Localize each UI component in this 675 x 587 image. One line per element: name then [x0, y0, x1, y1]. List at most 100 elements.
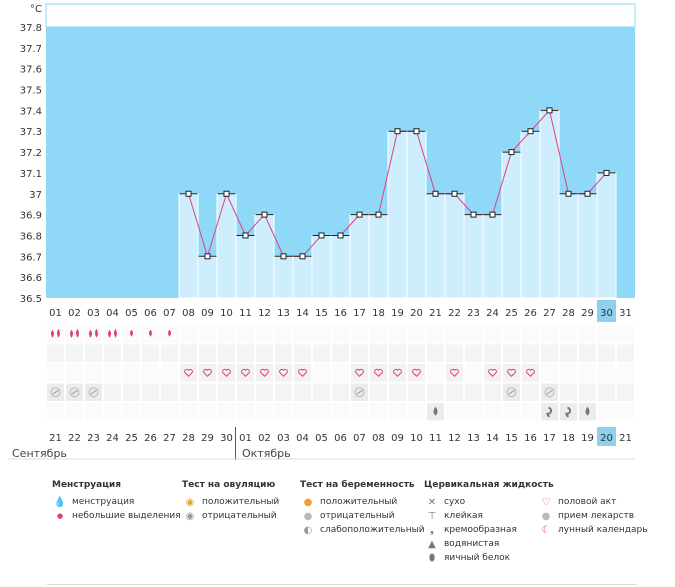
grid-cell [331, 402, 350, 422]
legend-label: яичный белок [444, 553, 511, 563]
grid-cell [331, 382, 350, 402]
heart-cell [503, 364, 520, 382]
creamy-icon [546, 406, 553, 418]
grid-cell [388, 402, 407, 422]
cycle-day-label: 02 [68, 308, 81, 319]
heart-icon [241, 368, 250, 377]
legend-item: ⊤ клейкая [424, 509, 554, 523]
grid-cell [521, 382, 540, 402]
grid-cell [445, 402, 464, 422]
grid-cell [46, 343, 65, 363]
cycle-day-label: 15 [315, 308, 328, 319]
ovulation-positive-icon: ◉ [185, 496, 195, 508]
cycle-day-label: 19 [391, 308, 404, 319]
calendar-date-label: 01 [239, 433, 252, 444]
cycle-day-label: 05 [125, 308, 138, 319]
cycle-day-label: 22 [448, 308, 461, 319]
cycle-day-label: 31 [619, 308, 632, 319]
grid-cell [122, 382, 141, 402]
grid-cell [84, 363, 103, 383]
heart-icon: ♡ [541, 496, 551, 508]
grid-cell [160, 402, 179, 422]
heart-cell [446, 364, 463, 382]
heart-icon [526, 368, 535, 377]
cycle-day-label: 25 [505, 308, 518, 319]
calendar-date-label: 21 [619, 433, 632, 444]
temperature-point [318, 232, 325, 239]
current-day-highlight [597, 300, 616, 322]
dry-icon: ✕ [427, 496, 437, 508]
cycle-day-label: 29 [581, 308, 594, 319]
grid-cell [274, 343, 293, 363]
legend-item: ♡ половой акт [538, 495, 648, 509]
grid-cell [103, 343, 122, 363]
marker-rows: 01 02 03 04 05 06 07 08 09 10 11 12 13 14 15 16 17 18 19 20… [8, 300, 635, 460]
cycle-day-label: 12 [258, 308, 271, 319]
temperature-point [356, 211, 363, 218]
temperature-point [451, 190, 458, 197]
grid-cell [597, 382, 616, 402]
grid-cell [369, 324, 388, 344]
grid-cell [559, 363, 578, 383]
legend-ovulation: Тест на овуляцию ◉ положительный ◉ отрицат… [182, 480, 279, 523]
temperature-point [185, 190, 192, 197]
grid-cell [483, 343, 502, 363]
grid-cell [502, 402, 521, 422]
legend-label: водянистая [444, 539, 500, 549]
egg-white-icon: ⬮ [428, 552, 436, 564]
temperature-point [489, 211, 496, 218]
cervical-cell [560, 403, 577, 421]
temperature-point [261, 211, 268, 218]
cycle-day-label: 07 [163, 308, 176, 319]
y-tick-label: 37.2 [20, 148, 42, 159]
grid-cell [559, 324, 578, 344]
temperature-point [603, 169, 610, 176]
temperature-point [204, 253, 211, 260]
grid-cell [331, 363, 350, 383]
legend-label: лунный календарь [558, 525, 648, 535]
grid-cell [502, 324, 521, 344]
plot-header [45, 3, 636, 28]
legend-label: отрицательный [202, 511, 277, 521]
grid-cell [369, 402, 388, 422]
grid-cell [65, 324, 84, 344]
grid-cell [46, 402, 65, 422]
cycle-day-label: 03 [87, 308, 100, 319]
cycle-day-label: 17 [353, 308, 366, 319]
temperature-bar [254, 214, 275, 299]
y-tick-label: 36.8 [20, 231, 42, 242]
calendar-date-label: 04 [296, 433, 309, 444]
watery-icon: ▲ [428, 538, 436, 550]
grid-cell [521, 324, 540, 344]
grid-cell [65, 402, 84, 422]
cycle-day-label: 09 [201, 308, 214, 319]
temperature-point [242, 232, 249, 239]
calendar-date-label: 03 [277, 433, 290, 444]
calendar-date-label: 18 [562, 433, 575, 444]
heart-icon [393, 368, 402, 377]
temperature-bar [387, 130, 408, 299]
temperature-point [546, 107, 553, 114]
pregnancy-negative-icon: ● [303, 510, 313, 522]
grid-cell [350, 402, 369, 422]
y-tick-label: 37.1 [20, 169, 42, 180]
grid-cell [464, 324, 483, 344]
temperature-point [375, 211, 382, 218]
pregnancy-positive-icon: ● [303, 496, 313, 508]
grid-cell [255, 324, 274, 344]
grid-cell [46, 324, 65, 344]
grid-cell [217, 343, 236, 363]
grid-cell [559, 343, 578, 363]
cycle-day-label: 10 [220, 308, 233, 319]
spotting-icon: ● [56, 512, 64, 520]
y-tick-label: 36.6 [20, 273, 42, 284]
today-highlight [597, 427, 616, 446]
grid-cell [293, 324, 312, 344]
cervical-cell [541, 403, 558, 421]
grid-cell [597, 402, 616, 422]
grid-cell [483, 382, 502, 402]
grid-cell [445, 382, 464, 402]
grid-cell [483, 324, 502, 344]
calendar-date-label: 11 [429, 433, 442, 444]
grid-cell [331, 343, 350, 363]
